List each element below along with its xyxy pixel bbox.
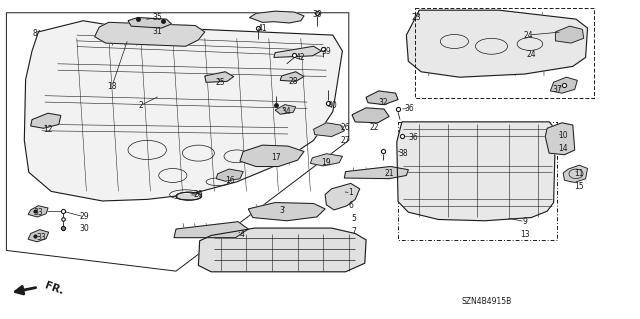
Text: 39: 39 [321, 47, 332, 56]
Text: 13: 13 [520, 230, 530, 239]
Polygon shape [178, 194, 200, 198]
Polygon shape [31, 113, 61, 128]
Text: 36: 36 [404, 104, 415, 113]
Text: 19: 19 [321, 158, 332, 167]
Polygon shape [280, 72, 304, 81]
Text: 20: 20 [193, 190, 204, 199]
Text: 42: 42 [296, 53, 306, 62]
Polygon shape [6, 13, 349, 271]
Text: 22: 22 [370, 123, 379, 132]
Text: 6: 6 [348, 201, 353, 210]
Text: 37: 37 [552, 85, 562, 94]
Polygon shape [397, 122, 556, 221]
Text: 15: 15 [574, 182, 584, 191]
Polygon shape [545, 123, 575, 155]
Polygon shape [310, 154, 342, 166]
Text: 11: 11 [575, 169, 584, 178]
Text: 5: 5 [351, 214, 356, 223]
Text: 9: 9 [522, 217, 527, 226]
Polygon shape [174, 222, 248, 238]
Text: 10: 10 [558, 131, 568, 140]
Polygon shape [563, 165, 588, 182]
Text: 39: 39 [312, 10, 322, 19]
Polygon shape [550, 77, 577, 93]
Polygon shape [198, 228, 366, 272]
Polygon shape [205, 72, 234, 82]
Text: 18: 18 [108, 82, 116, 91]
Polygon shape [556, 26, 584, 43]
Polygon shape [28, 230, 49, 242]
Text: 40: 40 [328, 101, 338, 110]
Polygon shape [216, 169, 243, 181]
Text: 29: 29 [79, 212, 90, 221]
Text: 35: 35 [152, 13, 162, 22]
Polygon shape [366, 91, 398, 105]
Text: 2: 2 [138, 101, 143, 110]
Text: 4: 4 [239, 230, 244, 239]
Polygon shape [325, 183, 360, 210]
Polygon shape [24, 21, 342, 201]
Text: 1: 1 [348, 189, 353, 197]
Polygon shape [275, 105, 296, 114]
Polygon shape [406, 10, 588, 77]
Text: 3: 3 [279, 206, 284, 215]
Polygon shape [240, 145, 304, 167]
Text: 23: 23 [411, 13, 421, 22]
Text: 25: 25 [216, 78, 226, 87]
Polygon shape [128, 18, 172, 28]
Polygon shape [248, 203, 325, 221]
Text: 17: 17 [271, 153, 282, 162]
Polygon shape [352, 108, 389, 123]
Text: 21: 21 [385, 169, 394, 178]
Polygon shape [28, 206, 48, 217]
Text: 38: 38 [398, 149, 408, 158]
Text: 26: 26 [340, 123, 351, 132]
Polygon shape [274, 46, 321, 57]
Polygon shape [314, 123, 344, 137]
Text: 28: 28 [289, 77, 298, 86]
Text: 33: 33 [36, 233, 47, 241]
Text: 7: 7 [351, 227, 356, 236]
Text: 36: 36 [408, 133, 418, 142]
Text: 16: 16 [225, 176, 236, 185]
Text: FR.: FR. [44, 280, 65, 296]
Text: SZN4B4915B: SZN4B4915B [461, 297, 511, 306]
Polygon shape [95, 22, 205, 46]
Text: 14: 14 [558, 144, 568, 153]
Text: 27: 27 [340, 136, 351, 145]
Text: 12: 12 [44, 125, 52, 134]
Text: 30: 30 [79, 224, 90, 233]
Text: 32: 32 [378, 98, 388, 107]
Text: 33: 33 [33, 208, 44, 217]
Text: 24: 24 [523, 31, 533, 40]
Text: 34: 34 [282, 107, 292, 116]
Text: 8: 8 [33, 29, 38, 38]
Text: 41: 41 [257, 24, 268, 33]
Polygon shape [344, 167, 408, 179]
Text: 24: 24 [526, 50, 536, 59]
Polygon shape [250, 11, 304, 23]
Text: 31: 31 [152, 27, 162, 36]
